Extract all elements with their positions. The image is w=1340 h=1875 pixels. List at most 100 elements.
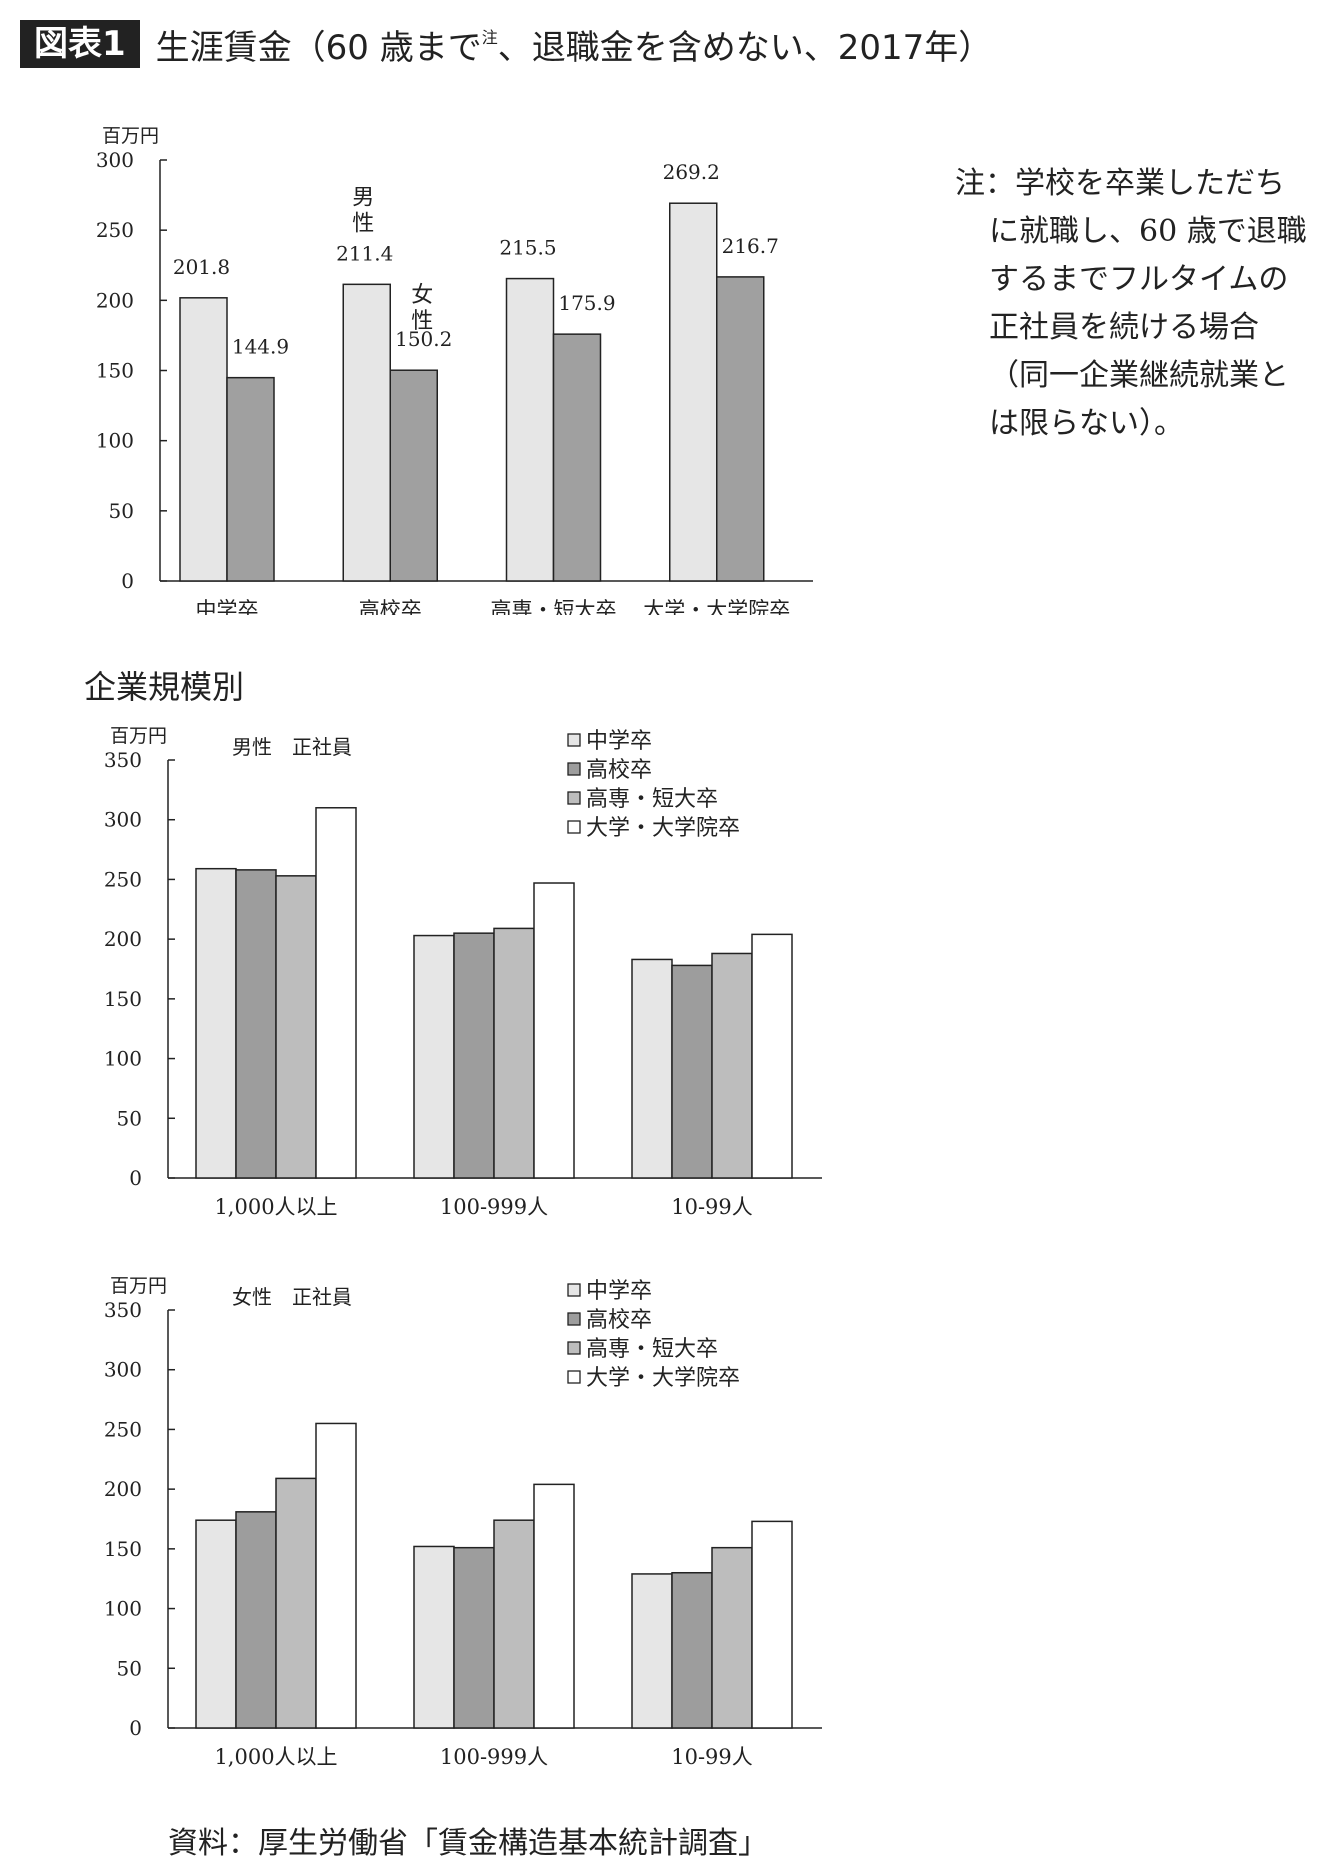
annotation-female: 性 [411, 309, 433, 334]
legend-swatch [567, 791, 581, 805]
y-tick-label: 350 [104, 1298, 142, 1322]
bar [493, 927, 535, 1179]
legend-label: 高専・短大卒 [586, 1337, 718, 1362]
data-label: 211.4 [336, 241, 393, 265]
legend-swatch [567, 820, 581, 834]
bar [671, 1571, 713, 1729]
bar [493, 1519, 535, 1729]
bar [669, 202, 718, 582]
bar [235, 869, 277, 1179]
y-tick-label: 300 [104, 808, 142, 832]
title-main: 生涯賃金（60 歳まで [155, 27, 482, 68]
y-tick-label: 200 [104, 1477, 142, 1501]
figure-badge: 図表1 [20, 20, 140, 68]
y-unit-label: 百万円 [110, 1275, 167, 1297]
x-tick-label: 中学卒 [196, 598, 259, 615]
bar [389, 369, 438, 582]
legend-label: 高校卒 [586, 758, 652, 783]
bar [751, 933, 793, 1179]
legend-label: 高専・短大卒 [586, 787, 718, 812]
y-tick-label: 50 [109, 499, 134, 523]
bar [716, 276, 765, 582]
legend-swatch [567, 1312, 581, 1326]
y-tick-label: 250 [104, 1417, 142, 1441]
y-tick-label: 100 [104, 1047, 142, 1071]
bar [195, 867, 237, 1179]
bar [195, 1519, 237, 1729]
source-note: 資料：厚生労働省「賃金構造基本統計調査」 [168, 1826, 768, 1861]
chart-subtitle: 男性 正社員 [232, 735, 352, 759]
bar [235, 1511, 277, 1729]
bar [275, 875, 317, 1179]
bar [505, 277, 555, 582]
section-label: 企業規模別 [84, 668, 245, 706]
title-rest: 、退職金を含めない、2017年） [497, 27, 993, 68]
legend-swatch [567, 1341, 581, 1355]
bar [711, 952, 753, 1179]
bar [751, 1520, 793, 1729]
bar [552, 333, 602, 582]
data-label: 201.8 [173, 255, 230, 279]
y-tick-label: 0 [129, 1716, 142, 1740]
legend-label: 高校卒 [586, 1308, 652, 1333]
x-tick-label: 高校卒 [359, 598, 422, 615]
bar [315, 1422, 357, 1729]
bar [533, 1483, 575, 1729]
x-tick-label: 高専・短大卒 [491, 598, 617, 615]
x-tick-label: 1,000人以上 [214, 1745, 337, 1769]
bar [453, 932, 495, 1179]
y-tick-label: 100 [96, 429, 134, 453]
footnote: 注：学校を卒業しただちに就職し、60 歳で退職するまでフルタイムの正社員を続ける… [955, 160, 1310, 448]
annotation-male: 性 [352, 211, 374, 236]
legend-swatch [567, 733, 581, 747]
x-tick-label: 大学・大学院卒 [643, 598, 790, 615]
x-tick-label: 10-99人 [671, 1745, 753, 1769]
title-note-mark: 注 [481, 27, 498, 47]
y-tick-label: 0 [121, 569, 134, 593]
bar [413, 1545, 455, 1729]
y-tick-label: 150 [96, 359, 134, 383]
y-tick-label: 150 [104, 987, 142, 1011]
y-tick-label: 150 [104, 1537, 142, 1561]
chart-subtitle: 女性 正社員 [232, 1285, 352, 1309]
bar [179, 297, 228, 582]
data-label: 215.5 [499, 236, 556, 260]
bar [453, 1546, 495, 1729]
annotation-female: 女 [411, 283, 433, 308]
data-label: 216.7 [722, 234, 779, 258]
bar [315, 807, 357, 1179]
legend-swatch [567, 1370, 581, 1384]
y-tick-label: 250 [104, 867, 142, 891]
figure-header: 図表1 生涯賃金（60 歳まで注、退職金を含めない、2017年） [20, 16, 992, 72]
bar [631, 1573, 673, 1729]
y-tick-label: 300 [104, 1358, 142, 1382]
legend-swatch [567, 762, 581, 776]
x-tick-label: 1,000人以上 [214, 1195, 337, 1219]
x-tick-label: 100-999人 [440, 1195, 548, 1219]
bar [413, 934, 455, 1179]
annotation-male: 男 [352, 185, 374, 210]
legend-label: 大学・大学院卒 [586, 816, 740, 841]
y-tick-label: 300 [96, 148, 134, 172]
y-tick-label: 250 [96, 218, 134, 242]
y-tick-label: 350 [104, 748, 142, 772]
legend-label: 中学卒 [586, 729, 652, 754]
figure-title: 生涯賃金（60 歳まで注、退職金を含めない、2017年） [156, 20, 993, 69]
footnote-text: 注：学校を卒業しただちに就職し、60 歳で退職するまでフルタイムの正社員を続ける… [955, 166, 1307, 441]
bar [226, 376, 275, 582]
y-tick-label: 200 [96, 288, 134, 312]
bar [631, 958, 673, 1179]
data-label: 269.2 [663, 160, 720, 184]
y-unit-label: 百万円 [102, 125, 159, 147]
data-label: 144.9 [232, 335, 289, 359]
bar [275, 1477, 317, 1729]
y-tick-label: 0 [129, 1166, 142, 1190]
y-tick-label: 100 [104, 1597, 142, 1621]
bar [533, 882, 575, 1179]
legend-label: 大学・大学院卒 [586, 1366, 740, 1391]
legend-label: 中学卒 [586, 1279, 652, 1304]
y-tick-label: 200 [104, 927, 142, 951]
data-label: 175.9 [558, 291, 615, 315]
